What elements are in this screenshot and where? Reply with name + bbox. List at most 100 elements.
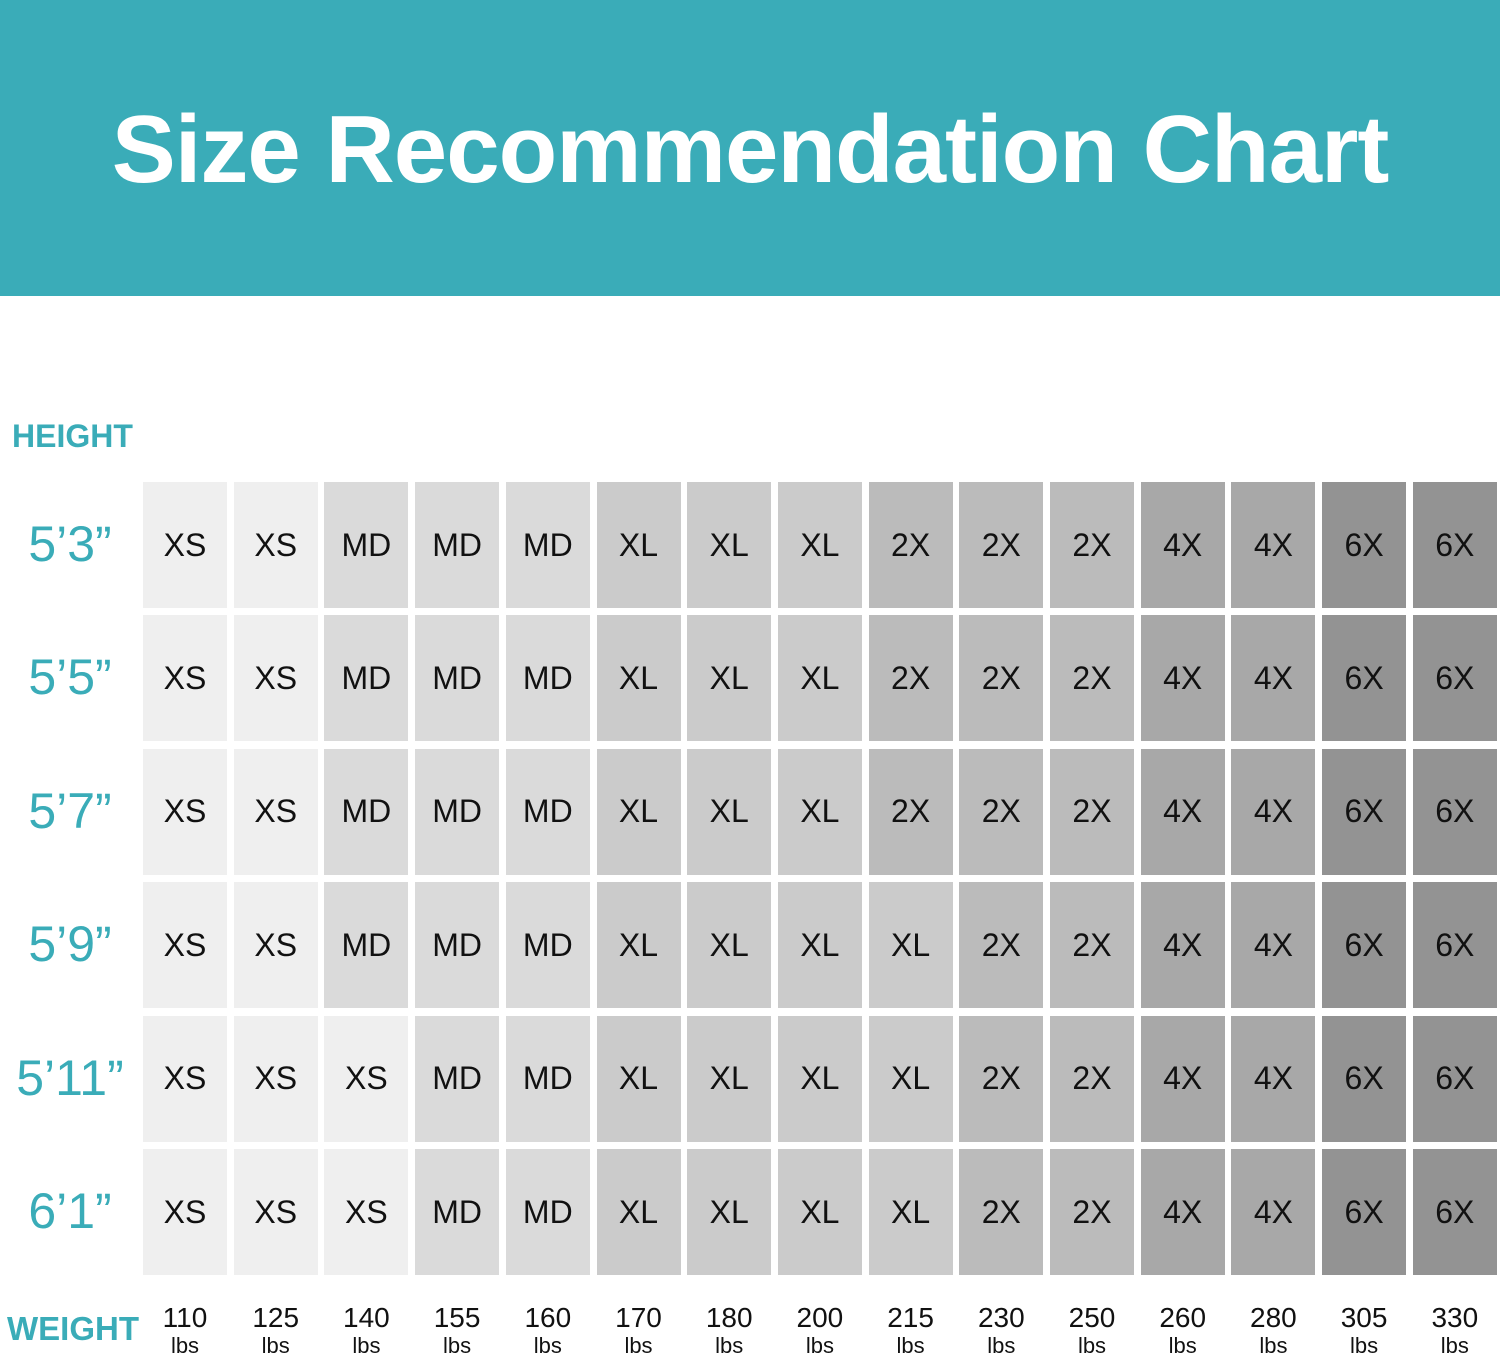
size-cell: MD <box>415 615 500 742</box>
size-cell: XS <box>233 615 318 742</box>
size-cell: 6X <box>1322 1015 1407 1142</box>
size-cell: 2X <box>959 748 1044 875</box>
size-cell: XL <box>868 1015 953 1142</box>
size-cell: 4X <box>1140 1149 1225 1275</box>
size-cell: XL <box>596 1015 681 1142</box>
weight-unit: lbs <box>1440 1333 1469 1358</box>
height-label: 5’7” <box>28 782 112 839</box>
size-cell: 6X <box>1322 748 1407 875</box>
size-cell: XL <box>777 1149 862 1275</box>
size-cell: MD <box>505 1149 590 1275</box>
size-cell: 2X <box>959 615 1044 742</box>
weight-label: 180 lbs <box>684 1304 774 1360</box>
size-cell: 4X <box>1140 1015 1225 1142</box>
size-cell: 2X <box>959 1015 1044 1142</box>
size-cell: 6X <box>1412 1015 1497 1142</box>
size-cell: MD <box>324 748 409 875</box>
size-cell: XS <box>143 615 227 742</box>
size-cell: 2X <box>868 482 953 608</box>
size-cell: XL <box>687 615 772 742</box>
size-cell: 2X <box>1050 882 1134 1009</box>
size-cell: 2X <box>868 615 953 742</box>
weight-unit: lbs <box>715 1333 744 1358</box>
size-cell: XL <box>687 1015 772 1142</box>
size-cell: 4X <box>1140 748 1225 875</box>
size-cell: 6X <box>1412 748 1497 875</box>
size-cell: 4X <box>1140 882 1225 1009</box>
weight-label: 160 lbs <box>503 1304 593 1360</box>
size-cell: XL <box>777 748 862 875</box>
size-cell: 2X <box>959 482 1044 608</box>
size-cell: 6X <box>1322 482 1407 608</box>
size-cell: XL <box>596 882 681 1009</box>
weight-label: 140 lbs <box>321 1304 411 1360</box>
size-cell: 4X <box>1231 882 1316 1009</box>
size-cell: XL <box>687 1149 772 1275</box>
chart-title: Size Recommendation Chart <box>111 96 1390 203</box>
weight-label: 170 lbs <box>594 1304 684 1360</box>
weight-label: 330 lbs <box>1410 1304 1500 1360</box>
weight-label: 230 lbs <box>956 1304 1046 1360</box>
size-cell: 2X <box>1050 615 1134 742</box>
size-cell: MD <box>324 482 409 608</box>
size-cell: XS <box>143 1149 227 1275</box>
size-cell: 2X <box>1050 748 1134 875</box>
size-cell: XS <box>233 1015 318 1142</box>
size-cell: XL <box>777 615 862 742</box>
height-label: 5’11” <box>16 1049 124 1106</box>
height-label: 5’5” <box>28 649 112 706</box>
size-cell: 4X <box>1231 482 1316 608</box>
size-cell: 6X <box>1322 1149 1407 1275</box>
weight-unit: lbs <box>624 1333 653 1358</box>
size-cell: MD <box>505 1015 590 1142</box>
weight-unit: lbs <box>352 1333 381 1358</box>
size-cell: XS <box>324 1149 409 1275</box>
size-cell: 6X <box>1412 1149 1497 1275</box>
size-cell: XL <box>687 482 772 608</box>
size-cell: 6X <box>1322 615 1407 742</box>
size-cell: MD <box>415 882 500 1009</box>
size-cell: 4X <box>1231 615 1316 742</box>
title-banner: Size Recommendation Chart <box>0 0 1500 296</box>
size-cell: 4X <box>1231 1015 1316 1142</box>
size-cell: MD <box>415 482 500 608</box>
weight-label: 155 lbs <box>412 1304 502 1360</box>
size-cell: 2X <box>868 748 953 875</box>
weight-label: 260 lbs <box>1138 1304 1228 1360</box>
weight-value: 140 <box>343 1302 390 1333</box>
weight-label: 125 lbs <box>231 1304 321 1360</box>
size-cell: MD <box>415 1149 500 1275</box>
height-label: 6’1” <box>28 1183 112 1239</box>
weight-value: 230 <box>977 1302 1025 1333</box>
size-cell: XS <box>143 882 227 1009</box>
weight-unit: lbs <box>805 1333 834 1358</box>
weight-label: 200 lbs <box>775 1304 865 1360</box>
weight-value: 125 <box>252 1302 300 1333</box>
size-cell: XS <box>143 482 227 608</box>
size-cell: 2X <box>1050 482 1134 608</box>
size-cell: 2X <box>1050 1015 1134 1142</box>
weight-label: 305 lbs <box>1319 1304 1409 1360</box>
size-cell: 4X <box>1140 615 1225 742</box>
height-label: 5’9” <box>28 916 112 973</box>
weight-value: 305 <box>1340 1302 1388 1333</box>
size-cell: MD <box>505 615 590 742</box>
size-cell: XL <box>868 1149 953 1275</box>
size-cell: XL <box>868 882 953 1009</box>
weight-value: 330 <box>1431 1302 1479 1333</box>
weight-axis-label: WEIGHT <box>7 1310 139 1347</box>
size-cell: XS <box>233 748 318 875</box>
size-cell: MD <box>324 615 409 742</box>
size-cell: XL <box>687 882 772 1009</box>
size-cell: MD <box>505 482 590 608</box>
height-label: 5’3” <box>28 516 112 572</box>
weight-unit: lbs <box>1077 1333 1107 1358</box>
size-cell: 6X <box>1412 482 1497 608</box>
size-cell: 2X <box>1050 1149 1134 1275</box>
weight-label: 250 lbs <box>1047 1304 1137 1360</box>
size-cell: 2X <box>959 882 1044 1009</box>
weight-unit: lbs <box>170 1333 200 1358</box>
size-cell: MD <box>505 748 590 875</box>
weight-unit: lbs <box>533 1333 562 1358</box>
size-cell: XL <box>596 1149 681 1275</box>
